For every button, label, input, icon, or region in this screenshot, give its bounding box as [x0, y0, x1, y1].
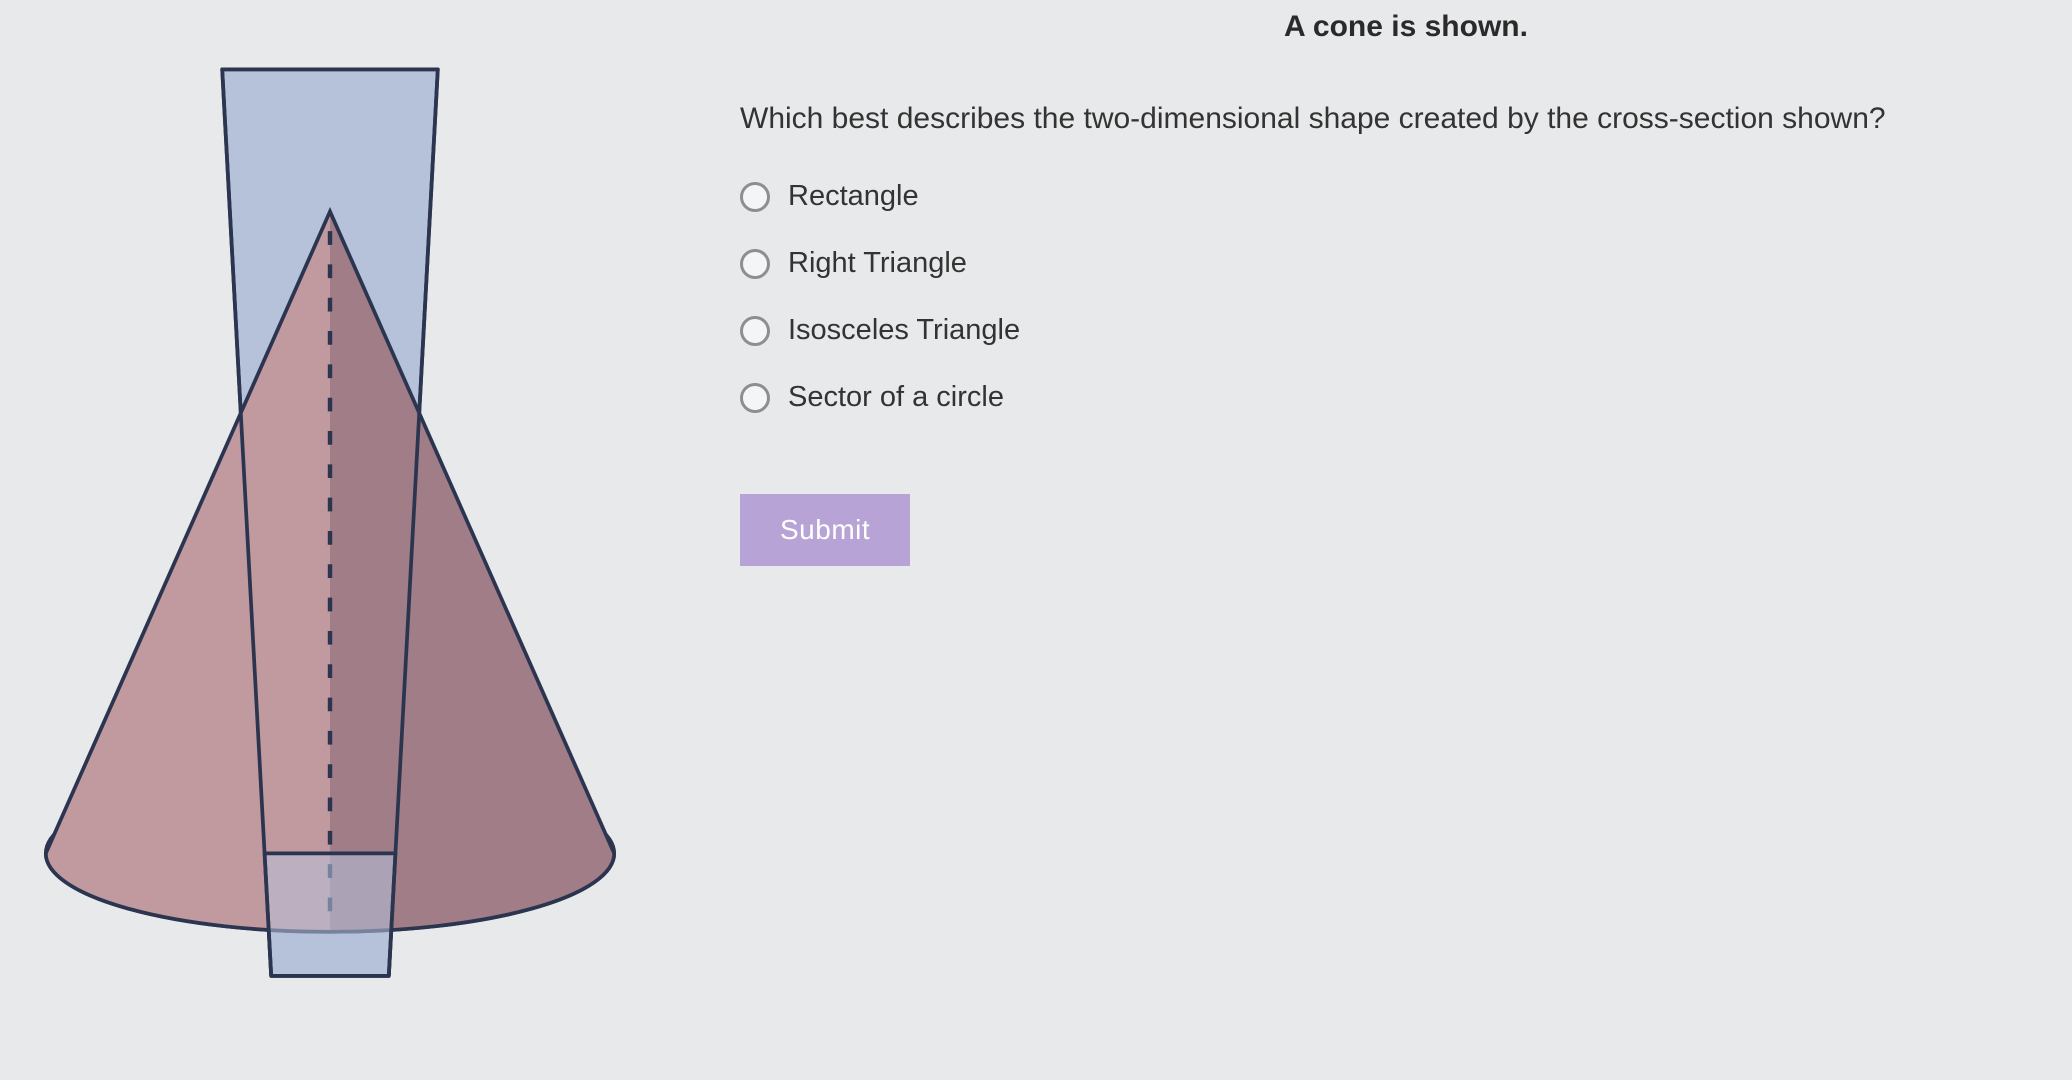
radio-icon[interactable] — [740, 316, 770, 346]
option-label: Rectangle — [788, 180, 919, 213]
question-title: A cone is shown. — [996, 10, 1816, 44]
quiz-container: A cone is shown. Which best describes th… — [0, 0, 2072, 1080]
option-right-triangle[interactable]: Right Triangle — [740, 247, 2072, 280]
submit-button[interactable]: Submit — [740, 494, 910, 566]
question-text: Which best describes the two-dimensional… — [740, 92, 2072, 146]
figure-column — [30, 10, 670, 1080]
option-rectangle[interactable]: Rectangle — [740, 180, 2072, 213]
radio-icon[interactable] — [740, 182, 770, 212]
option-sector-of-circle[interactable]: Sector of a circle — [740, 381, 2072, 414]
options-group: Rectangle Right Triangle Isosceles Trian… — [740, 180, 2072, 414]
option-label: Isosceles Triangle — [788, 314, 1020, 347]
radio-icon[interactable] — [740, 249, 770, 279]
content-column: A cone is shown. Which best describes th… — [670, 10, 2072, 1080]
option-isosceles-triangle[interactable]: Isosceles Triangle — [740, 314, 2072, 347]
radio-icon[interactable] — [740, 383, 770, 413]
option-label: Sector of a circle — [788, 381, 1004, 414]
cone-cross-section-figure — [30, 40, 630, 1020]
option-label: Right Triangle — [788, 247, 967, 280]
